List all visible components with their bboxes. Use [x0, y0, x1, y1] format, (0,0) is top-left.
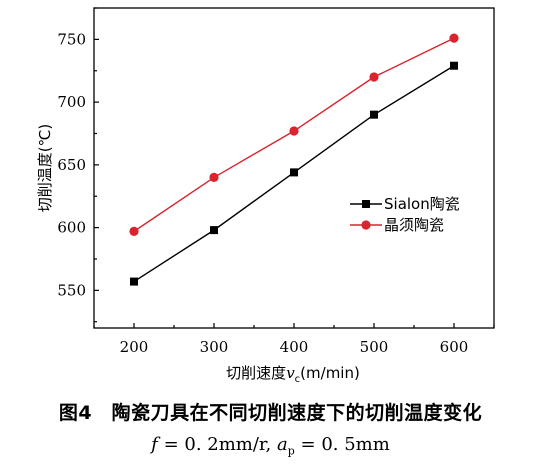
- chart: 200 300 400 500 600 550 600 650 700 750 Sialon陶瓷…: [36, 7, 495, 385]
- data-point-square: [130, 277, 138, 286]
- depth-value: = 0. 5mm: [300, 434, 390, 455]
- data-point-square: [290, 168, 298, 177]
- x-tick-label: 400: [280, 338, 309, 356]
- x-tick-label: 500: [360, 338, 389, 356]
- data-point-square: [210, 226, 218, 235]
- x-tick-label: 600: [440, 338, 469, 356]
- data-point-square: [370, 110, 378, 119]
- data-point-circle: [209, 172, 219, 183]
- x-axis-ticks: 200 300 400 500 600: [93, 323, 495, 356]
- legend-label: Sialon陶瓷: [384, 195, 460, 213]
- cutting-conditions: f = 0. 2mm/r, ap = 0. 5mm: [0, 434, 541, 458]
- x-axis-title-variable: v: [286, 364, 295, 382]
- series-lines: [133, 37, 455, 283]
- feed-symbol: f: [151, 434, 158, 455]
- y-axis-title: 切削温度(℃): [36, 124, 54, 213]
- x-axis-title-prefix: 切削速度: [226, 364, 286, 382]
- y-axis-ticks: 550 600 650 700 750: [57, 7, 99, 323]
- series-markers: [129, 33, 459, 286]
- data-point-circle: [449, 33, 459, 43]
- figure-caption: 图4 陶瓷刀具在不同切削速度下的切削温度变化: [58, 402, 483, 424]
- y-tick-label: 650: [57, 156, 86, 174]
- legend-marker-square: [362, 200, 370, 208]
- y-tick-label: 600: [57, 219, 86, 237]
- x-axis-title-unit: (m/min): [300, 364, 360, 382]
- plot-frame: [93, 7, 495, 329]
- data-point-square: [450, 61, 458, 70]
- data-point-circle: [369, 72, 379, 82]
- y-tick-label: 550: [57, 281, 86, 299]
- x-axis-title-subscript: c: [295, 374, 301, 385]
- y-tick-label: 700: [57, 93, 86, 111]
- legend-marker-circle: [361, 220, 371, 230]
- data-point-circle: [289, 126, 299, 136]
- depth-subscript: p: [287, 444, 295, 458]
- depth-symbol: a: [277, 434, 288, 455]
- feed-value: = 0. 2mm/r,: [163, 434, 272, 455]
- data-point-circle: [129, 226, 139, 236]
- legend-label: 晶须陶瓷: [384, 216, 444, 234]
- x-tick-label: 300: [200, 338, 229, 356]
- y-tick-label: 750: [57, 30, 86, 48]
- x-axis-title: 切削速度vc(m/min): [226, 364, 360, 385]
- x-tick-label: 200: [120, 338, 149, 356]
